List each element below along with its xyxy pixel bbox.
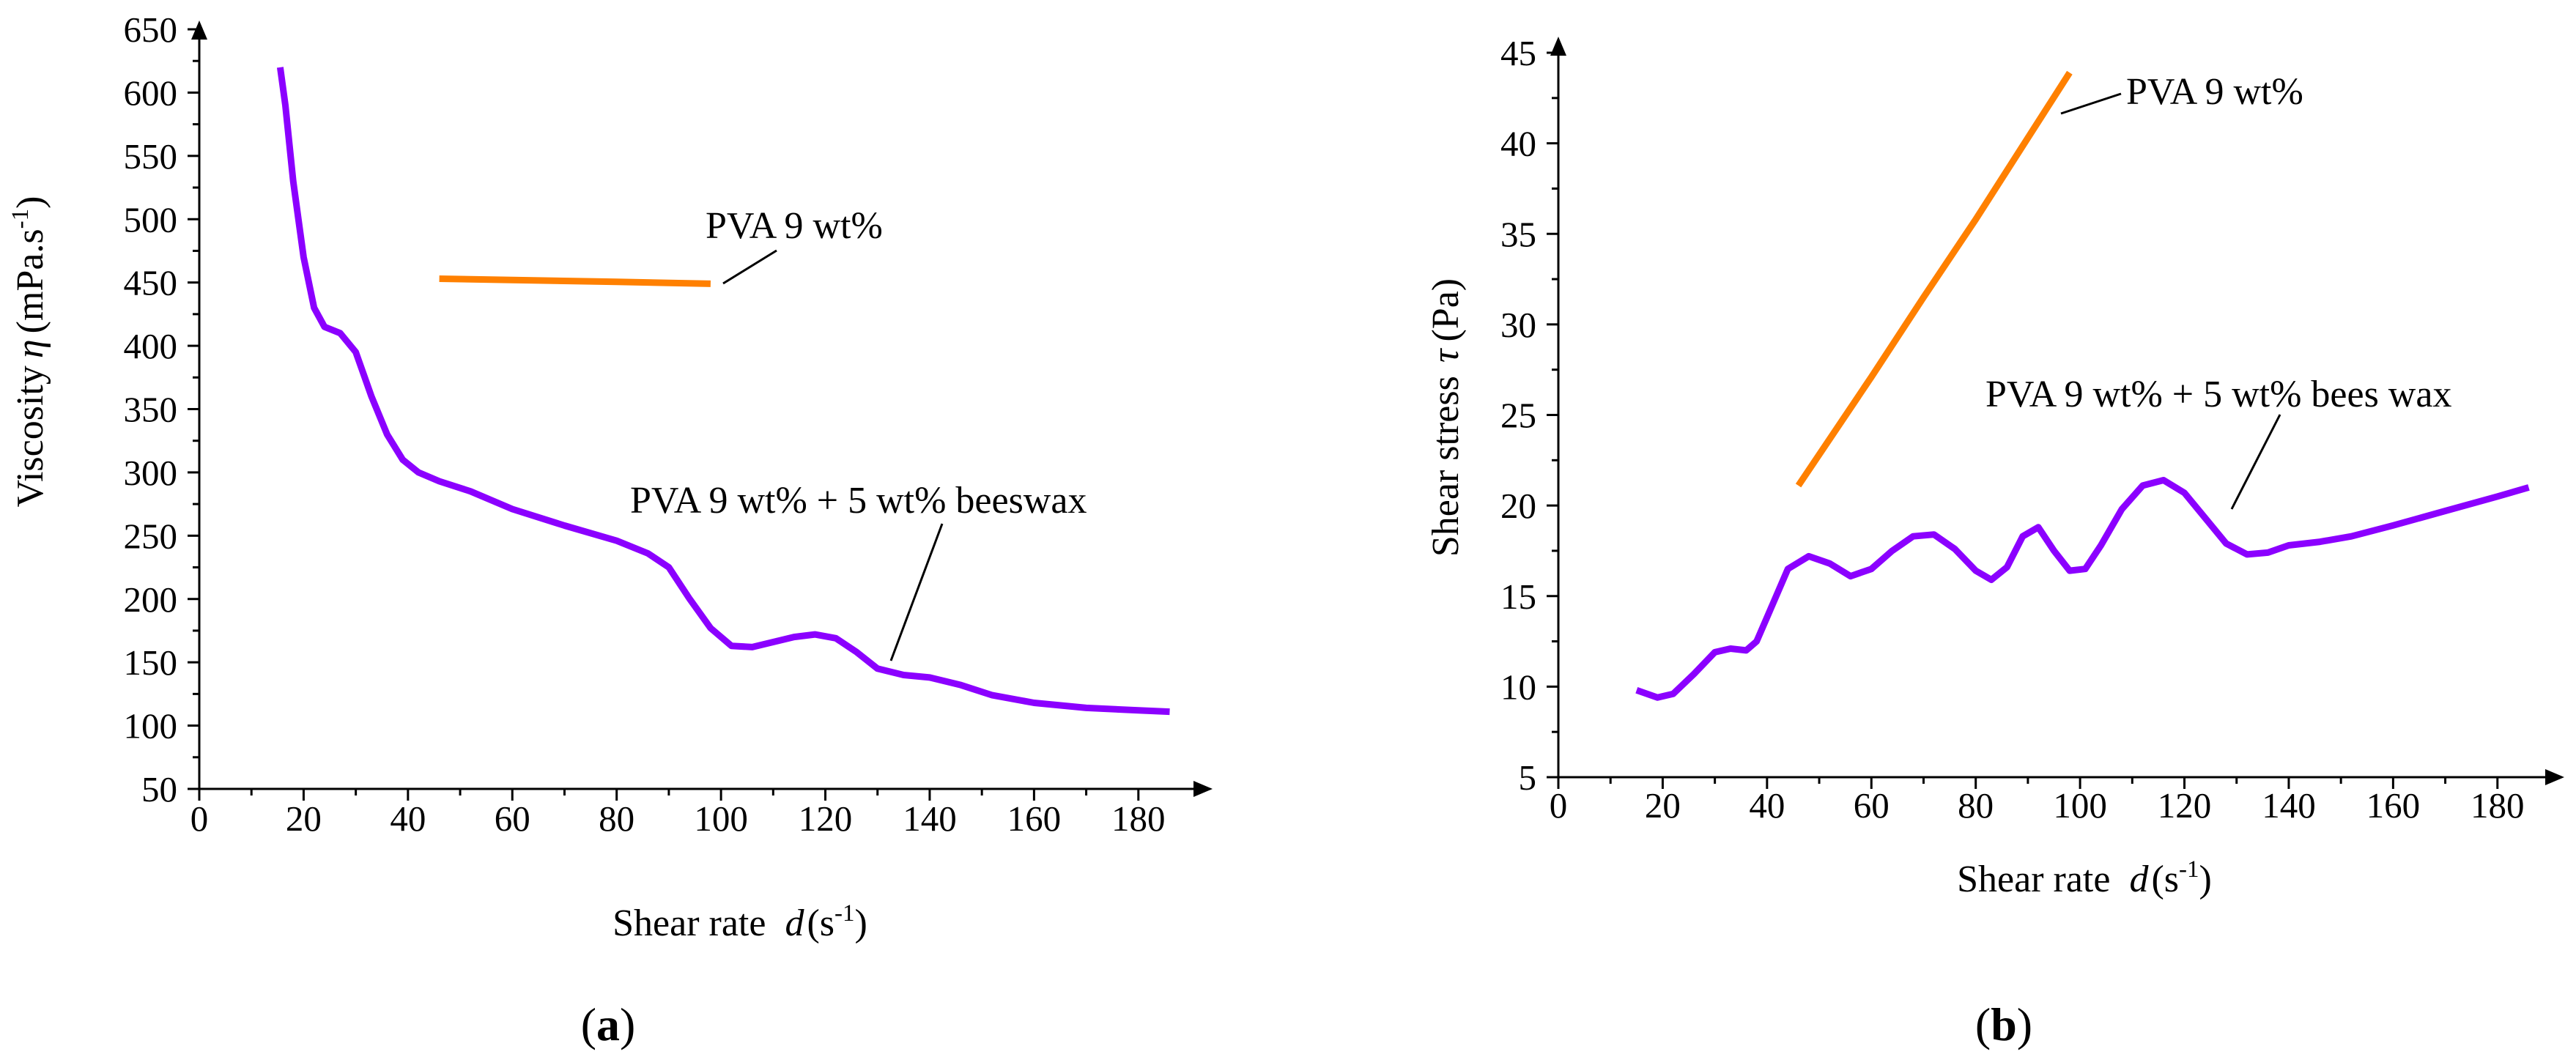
panel-a-label: (a) <box>581 998 636 1050</box>
panel-a-y-tick-label: 450 <box>124 263 178 303</box>
panel-a-beeswax-leader-line <box>889 523 944 661</box>
panel-b-y-axis-title: Shear stressτ(Pa) <box>1425 278 1467 557</box>
panel-a-pva-annotation: PVA 9 wt% <box>706 205 883 247</box>
panel-a-beeswax-annotation: PVA 9 wt% + 5 wt% beeswax <box>630 480 1087 522</box>
panel-b-pva-annotation: PVA 9 wt% <box>2126 71 2303 113</box>
panel-a-y-tick-label: 550 <box>124 136 178 177</box>
panel-b-x-tick-label: 80 <box>1958 785 1994 826</box>
panel-b-x-tick-label: 160 <box>2366 785 2421 826</box>
panel-a-x-tick-label: 0 <box>190 798 209 839</box>
panel-b-x-tick-label: 180 <box>2470 785 2525 826</box>
panel-b-plot-area <box>1635 70 2530 701</box>
panel-a-pva-leader-line <box>722 249 777 285</box>
panel-a-y-tick-label: 600 <box>124 73 178 113</box>
panel-b-y-tick-label: 25 <box>1500 396 1536 436</box>
panel-a-x-tick-label: 120 <box>799 798 853 839</box>
panel-b-shear-stress-chart: 0 20 40 60 80 100 120 140 160 180 5 10 15 20 25 30 35 40 4… <box>1425 33 2564 1050</box>
panel-a-x-axis-title: Shear rate d(s-1) <box>612 900 867 944</box>
panel-a-axis-labels: Shear rate d(s-1) Viscosityη(mPa.s-1) (a) <box>7 196 867 1050</box>
panel-b-series-pva-line <box>1795 70 2073 488</box>
panel-a-y-axis-title: Viscosityη(mPa.s-1) <box>7 196 51 508</box>
panel-b-y-tick-label: 40 <box>1500 124 1536 164</box>
panel-b-pva-leader-line <box>2060 92 2122 115</box>
panel-b-y-axis-arrow <box>1550 37 1566 56</box>
panel-a-y-tick-label: 350 <box>124 390 178 430</box>
panel-a-annotations: PVA 9 wt% PVA 9 wt% + 5 wt% beeswax <box>630 205 1087 661</box>
panel-a-y-tick-label: 100 <box>124 706 178 746</box>
panel-b-axis-labels: Shear rate d(s-1) Shear stressτ(Pa) (b) <box>1425 278 2212 1050</box>
panel-b-x-tick-label: 0 <box>1550 785 1568 826</box>
panel-a-y-tick-label: 200 <box>124 579 178 620</box>
panel-b-x-tick-label: 20 <box>1645 785 1681 826</box>
panel-b-y-tick-label: 35 <box>1500 214 1536 254</box>
panel-a-x-tick-label: 160 <box>1007 798 1062 839</box>
panel-a-x-tick-label: 140 <box>903 798 957 839</box>
panel-a-x-tick-label: 20 <box>286 798 322 839</box>
panel-b-series-beeswax-line <box>1635 477 2530 701</box>
panel-a-y-tick-label: 150 <box>124 642 178 683</box>
panel-a-series-beeswax-line <box>276 67 1170 716</box>
panel-b-y-tick-label: 30 <box>1500 305 1536 345</box>
panel-b-x-tick-label: 120 <box>2158 785 2212 826</box>
panel-b-x-axis-arrow <box>2545 769 2564 785</box>
panel-b-y-tick-label: 20 <box>1500 486 1536 526</box>
panel-a-x-tick-label: 60 <box>495 798 530 839</box>
panel-b-x-tick-label: 100 <box>2053 785 2107 826</box>
panel-a-viscosity-chart: 0 20 40 60 80 100 120 140 160 180 50 100 150 200 250 30… <box>7 10 1213 1050</box>
panel-b-x-axis-title: Shear rate d(s-1) <box>1957 856 2212 900</box>
panel-b-x-tick-label: 40 <box>1749 785 1785 826</box>
panel-a-series-pva-line <box>439 275 711 287</box>
panel-a-x-tick-label: 40 <box>390 798 426 839</box>
panel-b-y-tick-label: 15 <box>1500 576 1536 617</box>
panel-a-axes: 0 20 40 60 80 100 120 140 160 180 50 100 150 200 250 30… <box>124 10 1213 839</box>
panel-a-y-tick-label: 300 <box>124 453 178 493</box>
panel-a-x-tick-label: 80 <box>599 798 634 839</box>
panel-b-x-tick-label: 140 <box>2262 785 2316 826</box>
panel-b-beeswax-leader-line <box>2230 414 2281 510</box>
panel-b-y-tick-label: 5 <box>1519 757 1537 798</box>
panel-a-y-tick-label: 500 <box>124 199 178 240</box>
panel-a-x-tick-label: 180 <box>1111 798 1166 839</box>
panel-a-y-tick-label: 650 <box>124 10 178 50</box>
panel-b-axes: 0 20 40 60 80 100 120 140 160 180 5 10 15 20 25 30 35 40 4… <box>1500 33 2564 826</box>
panel-b-beeswax-annotation: PVA 9 wt% + 5 wt% bees wax <box>1985 374 2451 415</box>
panel-b-annotations: PVA 9 wt% PVA 9 wt% + 5 wt% bees wax <box>1985 71 2451 510</box>
panel-a-x-axis-arrow <box>1193 781 1213 797</box>
panel-b-x-tick-label: 60 <box>1854 785 1890 826</box>
panel-a-x-tick-label: 100 <box>694 798 748 839</box>
panel-b-y-tick-label: 45 <box>1500 33 1536 73</box>
panel-b-label: (b) <box>1975 998 2032 1050</box>
panel-a-y-tick-label: 50 <box>141 769 177 809</box>
panel-a-y-tick-label: 250 <box>124 516 178 556</box>
panel-a-plot-area <box>276 67 1170 716</box>
panel-a-y-tick-label: 400 <box>124 326 178 366</box>
panel-b-y-tick-label: 10 <box>1500 667 1536 707</box>
